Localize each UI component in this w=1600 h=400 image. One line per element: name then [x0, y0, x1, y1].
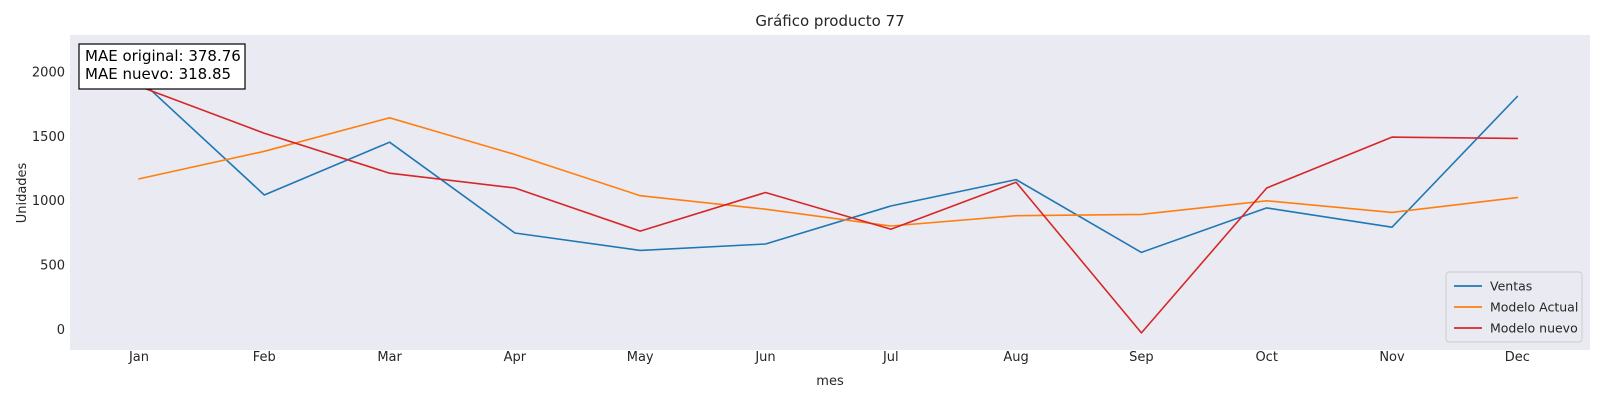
legend-label: Modelo nuevo	[1490, 321, 1578, 336]
series-line-ventas	[138, 78, 1519, 254]
x-tick-label: May	[627, 350, 654, 365]
x-tick-label: Jun	[754, 350, 775, 365]
series-line-modelo-actual	[138, 117, 1519, 227]
x-tick-label: Aug	[1003, 350, 1028, 365]
y-tick-label: 2000	[32, 65, 65, 80]
x-axis-label: mes	[816, 374, 844, 389]
legend-box	[1445, 271, 1583, 343]
legend: Ventas Modelo Actual Modelo nuevo	[1445, 271, 1583, 343]
chart-title: Gráfico producto 77	[755, 12, 904, 30]
series-line-modelo-nuevo	[138, 85, 1519, 334]
legend-label: Modelo Actual	[1490, 300, 1578, 315]
x-tick-label: Jan	[128, 350, 149, 365]
x-tick-label: Oct	[1255, 350, 1277, 365]
x-tick-label: Dec	[1505, 350, 1530, 365]
x-tick-label: Mar	[377, 350, 402, 365]
y-tick-label: 1000	[32, 194, 65, 209]
mae-annotation: MAE original: 378.76 MAE nuevo: 318.85	[78, 43, 246, 90]
y-axis-ticks: 0 500 1000 1500 2000	[32, 65, 65, 338]
y-axis-label: Unidades	[15, 162, 30, 223]
annotation-box	[78, 43, 246, 90]
x-tick-label: Sep	[1129, 350, 1154, 365]
x-axis-ticks: Jan Feb Mar Apr May Jun Jul Aug Sep Oct Nov Dec	[128, 350, 1530, 365]
legend-label: Ventas	[1490, 279, 1532, 294]
x-tick-label: Nov	[1379, 350, 1405, 365]
y-tick-label: 1500	[32, 130, 65, 145]
x-tick-label: Feb	[253, 350, 276, 365]
annotation-line-1: MAE original: 378.76	[85, 47, 241, 65]
series-lines	[138, 78, 1519, 334]
y-tick-label: 0	[57, 323, 65, 338]
x-tick-label: Jul	[882, 350, 899, 365]
plot-area	[70, 35, 1590, 350]
y-tick-label: 500	[40, 259, 65, 274]
annotation-line-2: MAE nuevo: 318.85	[85, 65, 231, 83]
x-tick-label: Apr	[504, 350, 527, 365]
